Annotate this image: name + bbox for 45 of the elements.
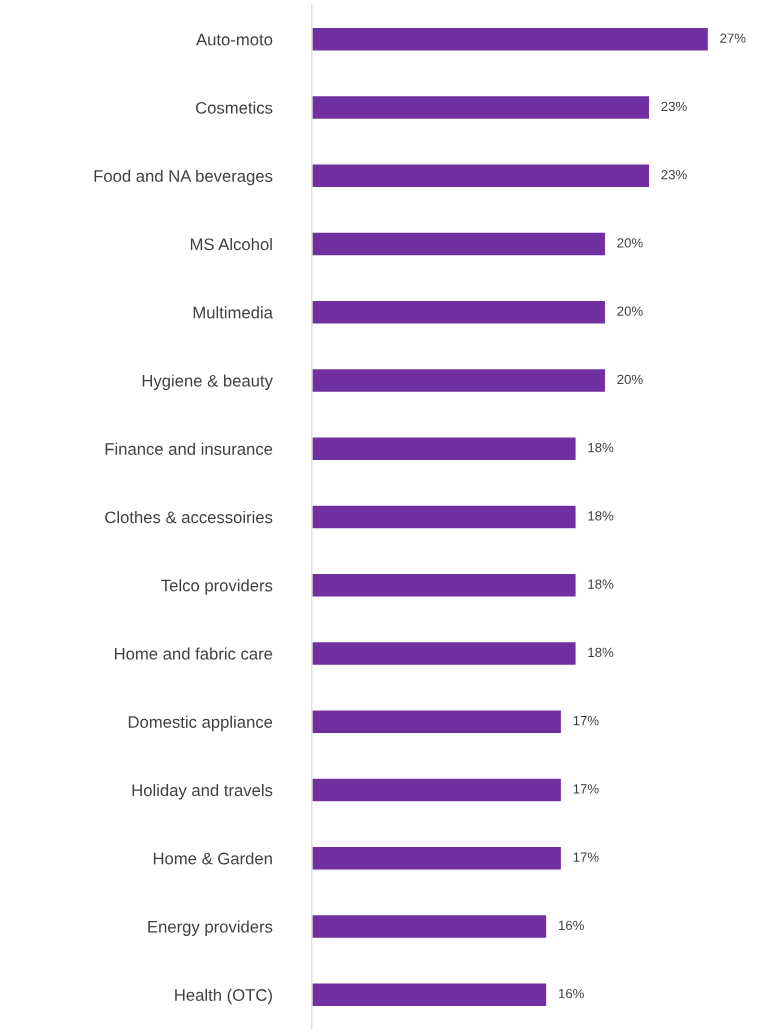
y-tick-label: Health (OTC) (175, 988, 272, 1005)
data-label: 17% (573, 852, 599, 862)
y-tick-label: Finance and insurance (105, 442, 273, 455)
data-label: 18% (588, 511, 614, 521)
y-tick-label: Auto-moto (196, 33, 273, 46)
data-label: 17% (573, 715, 599, 726)
y-tick-label: Domestic appliance (128, 715, 273, 732)
data-label: 27% (720, 33, 746, 43)
bar (311, 367, 607, 394)
bar (311, 572, 577, 598)
data-label: 20% (617, 238, 643, 248)
data-label: 17% (573, 784, 599, 794)
bar (311, 163, 651, 189)
y-tick-label: Telco providers (161, 579, 273, 595)
y-tick-label: Home and fabric care (114, 647, 273, 660)
y-tick-label: Home & Garden (153, 852, 272, 865)
bar (311, 777, 563, 803)
y-tick-label: Multimedia (193, 306, 273, 319)
data-label: 16% (559, 920, 584, 931)
bar (311, 436, 577, 462)
y-tick-label: Holiday and travels (132, 783, 273, 800)
bar (311, 94, 651, 121)
y-tick-label: MS Alcohol (190, 237, 272, 251)
bar (311, 26, 710, 52)
bar (311, 504, 577, 530)
data-label: 18% (588, 579, 614, 589)
bar (311, 709, 563, 735)
data-label: 18% (588, 647, 614, 658)
data-label: 23% (661, 101, 687, 112)
bar (311, 913, 548, 940)
y-tick-label: Energy providers (148, 920, 273, 936)
bar (311, 231, 607, 257)
y-tick-label: Clothes & accessoiries (105, 510, 273, 524)
bar (311, 982, 548, 1008)
y-tick-label: Food and NA beverages (94, 169, 273, 186)
data-label: 20% (617, 374, 643, 385)
data-label: 20% (617, 306, 643, 316)
data-label: 23% (661, 169, 687, 180)
bar (311, 640, 577, 667)
bar (311, 845, 563, 871)
data-label: 16% (559, 988, 584, 999)
y-tick-label: Cosmetics (195, 101, 273, 114)
bar (311, 299, 607, 325)
y-tick-label: Hygiene & beauty (142, 374, 273, 391)
data-label: 18% (588, 442, 614, 453)
